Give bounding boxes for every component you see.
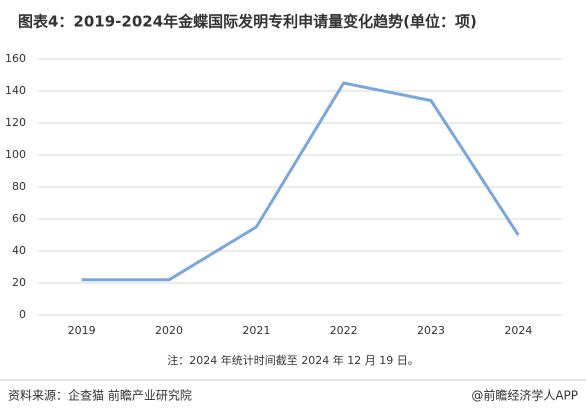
y-tick-label: 0	[19, 308, 26, 321]
brand: @前瞻经济学人APP	[471, 388, 578, 403]
source: 资料来源：企查猫 前瞻产业研究院	[8, 388, 192, 403]
chart-title: 图表4：2019-2024年金蝶国际发明专利申请量变化趋势(单位：项)	[18, 13, 477, 31]
y-tick-label: 80	[12, 180, 26, 193]
x-tick-label: 2019	[68, 324, 96, 337]
x-tick-label: 2022	[330, 324, 358, 337]
y-tick-label: 100	[5, 148, 26, 161]
y-tick-label: 40	[12, 244, 26, 257]
y-tick-label: 20	[12, 276, 26, 289]
x-tick-label: 2020	[155, 324, 183, 337]
x-tick-label: 2023	[417, 324, 445, 337]
note: 注：2024 年统计时间截至 2024 年 12 月 19 日。	[167, 353, 418, 367]
data-line	[81, 81, 520, 282]
y-tick-label: 60	[12, 212, 26, 225]
y-tick-label: 160	[5, 52, 26, 65]
x-tick-label: 2021	[242, 324, 270, 337]
y-tick-label: 120	[5, 116, 26, 129]
y-tick-label: 140	[5, 84, 26, 97]
x-tick-label: 2024	[504, 324, 532, 337]
